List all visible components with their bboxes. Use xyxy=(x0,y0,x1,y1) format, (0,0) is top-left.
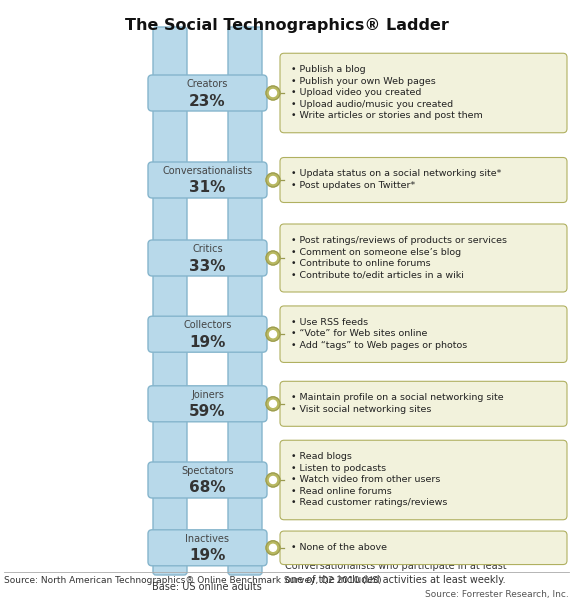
FancyBboxPatch shape xyxy=(148,75,267,111)
FancyBboxPatch shape xyxy=(280,440,567,520)
Text: • None of the above: • None of the above xyxy=(291,543,387,552)
Circle shape xyxy=(269,331,277,338)
Text: Critics: Critics xyxy=(192,244,223,254)
Text: Inactives: Inactives xyxy=(186,534,230,544)
Text: • Add “tags” to Web pages or photos: • Add “tags” to Web pages or photos xyxy=(291,341,467,350)
Text: 19%: 19% xyxy=(189,548,226,563)
Text: 19%: 19% xyxy=(189,335,226,350)
Circle shape xyxy=(269,400,277,407)
FancyBboxPatch shape xyxy=(153,27,187,575)
Text: • Write articles or stories and post them: • Write articles or stories and post the… xyxy=(291,111,482,120)
Circle shape xyxy=(269,176,277,184)
Text: • Publish a blog: • Publish a blog xyxy=(291,65,366,74)
FancyBboxPatch shape xyxy=(280,224,567,292)
Text: • Updata status on a social networking site*: • Updata status on a social networking s… xyxy=(291,169,501,179)
Text: • Comment on someone else’s blog: • Comment on someone else’s blog xyxy=(291,248,461,257)
FancyBboxPatch shape xyxy=(148,462,267,498)
Text: • Post updates on Twitter*: • Post updates on Twitter* xyxy=(291,181,415,190)
Text: 33%: 33% xyxy=(189,259,226,274)
Text: • Use RSS feeds: • Use RSS feeds xyxy=(291,318,368,327)
Text: 59%: 59% xyxy=(189,404,226,419)
Circle shape xyxy=(266,327,280,341)
Circle shape xyxy=(266,173,280,187)
Circle shape xyxy=(266,473,280,487)
Text: • Read online forums: • Read online forums xyxy=(291,487,392,496)
FancyBboxPatch shape xyxy=(148,162,267,198)
Text: The Social Technographics® Ladder: The Social Technographics® Ladder xyxy=(124,18,449,33)
Text: Groups include people participating in at least
one of the activities monthly ex: Groups include people participating in a… xyxy=(285,535,512,584)
Text: Source: Forrester Research, Inc.: Source: Forrester Research, Inc. xyxy=(425,590,569,599)
Text: 68%: 68% xyxy=(189,481,226,496)
Text: Joiners: Joiners xyxy=(191,390,224,400)
Text: Source: North American Technographics® Online Benchmark Survey, Q2 2010 (US): Source: North American Technographics® O… xyxy=(4,576,382,585)
Circle shape xyxy=(266,251,280,265)
Text: 23%: 23% xyxy=(189,94,226,109)
FancyBboxPatch shape xyxy=(280,306,567,362)
Text: 31%: 31% xyxy=(189,181,226,196)
FancyBboxPatch shape xyxy=(280,53,567,133)
FancyBboxPatch shape xyxy=(148,530,267,566)
Circle shape xyxy=(269,544,277,551)
FancyBboxPatch shape xyxy=(228,27,262,575)
Circle shape xyxy=(269,476,277,484)
FancyBboxPatch shape xyxy=(148,386,267,422)
Text: Conversationalists: Conversationalists xyxy=(162,166,253,176)
Circle shape xyxy=(266,86,280,100)
Text: Base: US online adults: Base: US online adults xyxy=(152,582,262,592)
Text: Spectators: Spectators xyxy=(181,466,234,476)
Circle shape xyxy=(266,541,280,555)
Text: • Publish your own Web pages: • Publish your own Web pages xyxy=(291,77,435,86)
Text: • “Vote” for Web sites online: • “Vote” for Web sites online xyxy=(291,329,427,338)
Text: • Upload audio/music you created: • Upload audio/music you created xyxy=(291,100,453,109)
FancyBboxPatch shape xyxy=(280,382,567,426)
Text: • Listen to podcasts: • Listen to podcasts xyxy=(291,464,386,473)
Text: • Read blogs: • Read blogs xyxy=(291,452,352,461)
Text: • Visit social networking sites: • Visit social networking sites xyxy=(291,405,431,414)
Text: • Post ratings/reviews of products or services: • Post ratings/reviews of products or se… xyxy=(291,236,507,245)
FancyBboxPatch shape xyxy=(280,531,567,565)
FancyBboxPatch shape xyxy=(148,240,267,276)
Text: Creators: Creators xyxy=(187,79,228,89)
Circle shape xyxy=(269,254,277,262)
Circle shape xyxy=(269,89,277,97)
Text: • Contribute to online forums: • Contribute to online forums xyxy=(291,259,431,268)
Text: • Watch video from other users: • Watch video from other users xyxy=(291,475,441,484)
Circle shape xyxy=(266,397,280,411)
Text: • Upload video you created: • Upload video you created xyxy=(291,88,421,97)
FancyBboxPatch shape xyxy=(148,316,267,352)
Text: Collectors: Collectors xyxy=(183,320,231,330)
FancyBboxPatch shape xyxy=(280,157,567,202)
Text: • Maintain profile on a social networking site: • Maintain profile on a social networkin… xyxy=(291,394,504,402)
Text: • Contribute to/edit articles in a wiki: • Contribute to/edit articles in a wiki xyxy=(291,271,464,280)
Text: • Read customer ratings/reviews: • Read customer ratings/reviews xyxy=(291,498,448,507)
